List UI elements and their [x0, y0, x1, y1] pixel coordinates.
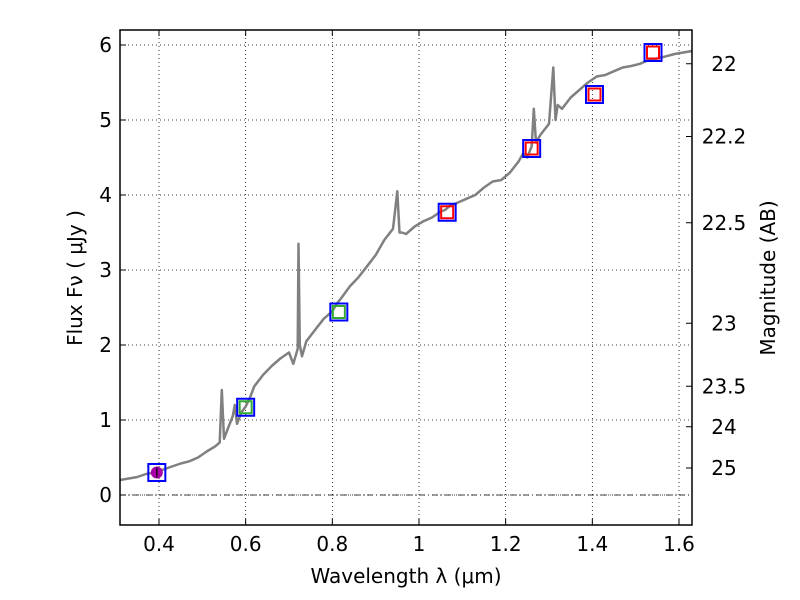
right-axis-label: Magnitude (AB)	[756, 200, 780, 355]
x-tick-label: 0.4	[143, 532, 175, 556]
x-axis-label: Wavelength λ (μm)	[310, 564, 501, 588]
photometry-square-marker	[329, 302, 349, 322]
photometry-square-marker	[236, 397, 256, 417]
photometry-square-marker	[147, 463, 167, 482]
photometry-square-marker	[585, 85, 604, 104]
right-tick-label: 24	[711, 415, 736, 439]
photometry-square-marker	[587, 87, 602, 102]
right-tick-label: 23.5	[702, 374, 747, 398]
grid	[120, 30, 692, 525]
sed-line	[119, 49, 693, 482]
y-tick-label: 6	[99, 33, 112, 57]
photometry-square-marker	[522, 139, 542, 158]
x-tick-label: 0.8	[316, 532, 348, 556]
photometry-square-marker	[437, 202, 457, 222]
right-tick-label: 22.5	[702, 211, 747, 235]
series-layer	[119, 49, 693, 482]
ticks	[120, 30, 692, 525]
photometry-square-marker	[524, 141, 539, 156]
photometry-square-marker	[643, 43, 663, 62]
photometry-square-marker	[238, 400, 253, 415]
right-tick-label: 22	[711, 52, 736, 76]
tick-labels: 0.4 0.6 0.8 1 1.2 1.4 1.601234562222.222.52323…	[99, 33, 746, 556]
right-tick-label: 23	[711, 311, 736, 335]
y-tick-label: 3	[99, 258, 112, 282]
right-tick-label: 25	[711, 456, 736, 480]
x-tick-label: 1.2	[490, 532, 522, 556]
y-axis-label: Flux Fν ( μJy )	[63, 210, 87, 346]
y-tick-label: 5	[99, 108, 112, 132]
y-tick-label: 2	[99, 333, 112, 357]
x-tick-label: 1	[413, 532, 426, 556]
photometry-square-marker	[331, 305, 346, 319]
x-tick-label: 0.6	[230, 532, 262, 556]
y-tick-label: 0	[99, 483, 112, 507]
photometry-square-marker	[440, 205, 455, 220]
plot-frame	[119, 29, 693, 526]
y-tick-label: 4	[99, 183, 112, 207]
x-tick-label: 1.6	[663, 532, 695, 556]
y-tick-label: 1	[99, 408, 112, 432]
photometry-square-marker	[646, 45, 660, 60]
x-tick-label: 1.4	[576, 532, 608, 556]
right-tick-label: 22.2	[702, 125, 747, 149]
marker-layer	[147, 43, 663, 482]
